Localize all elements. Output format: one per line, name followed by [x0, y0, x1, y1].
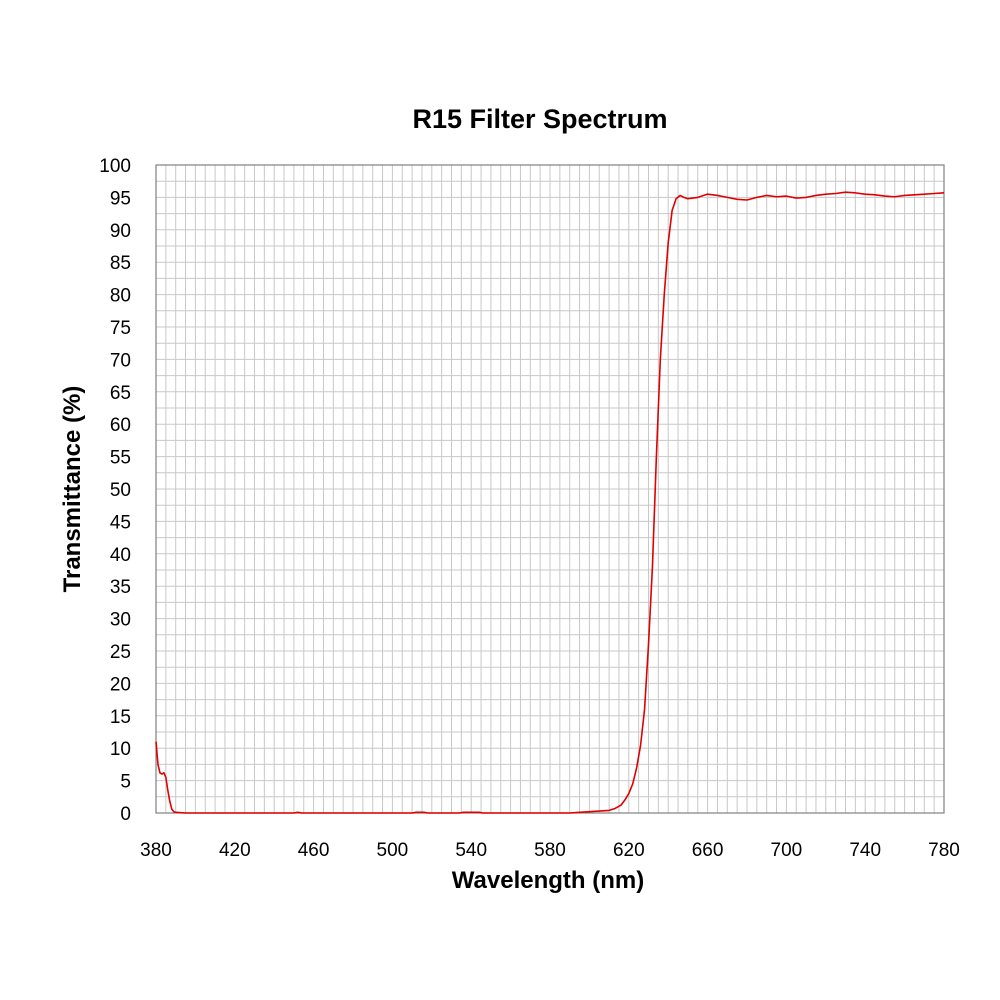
x-axis-label: Wavelength (nm)	[452, 867, 644, 894]
y-tick-label: 80	[110, 286, 131, 307]
x-tick-label: 580	[534, 840, 566, 861]
y-axis-ticks: 0 5 10 15 20 25 30 35 40 45 50 55 60 65 70 75 80 85 90 95 10…	[99, 156, 131, 825]
x-tick-label: 420	[219, 840, 251, 861]
y-tick-label: 40	[110, 545, 131, 566]
y-tick-label: 10	[110, 739, 131, 760]
y-tick-label: 50	[110, 480, 131, 501]
y-tick-label: 90	[110, 221, 131, 242]
y-tick-label: 85	[110, 253, 131, 274]
x-tick-label: 380	[140, 840, 172, 861]
grid	[156, 165, 944, 813]
y-tick-label: 25	[110, 642, 131, 663]
y-tick-label: 95	[110, 188, 131, 209]
y-tick-label: 65	[110, 383, 131, 404]
y-tick-label: 15	[110, 707, 131, 728]
y-tick-label: 75	[110, 318, 131, 339]
series	[155, 191, 945, 814]
x-tick-label: 660	[692, 840, 724, 861]
y-tick-label: 55	[110, 448, 131, 469]
y-tick-label: 20	[110, 674, 131, 695]
y-tick-label: 45	[110, 512, 131, 533]
x-tick-label: 500	[377, 840, 409, 861]
x-tick-label: 740	[849, 840, 881, 861]
x-tick-label: 460	[298, 840, 330, 861]
y-tick-label: 0	[120, 804, 131, 825]
x-tick-label: 540	[455, 840, 487, 861]
y-tick-label: 5	[120, 772, 131, 793]
x-tick-label: 780	[928, 840, 960, 861]
y-tick-label: 70	[110, 350, 131, 371]
x-axis-ticks: 380 420 460 500 540 580 620 660 700 740 780	[140, 840, 960, 861]
y-axis-label: Transmittance (%)	[59, 386, 86, 593]
x-tick-label: 620	[613, 840, 645, 861]
x-tick-label: 700	[771, 840, 803, 861]
y-tick-label: 30	[110, 610, 131, 631]
chart-title: R15 Filter Spectrum	[412, 104, 667, 134]
y-tick-label: 35	[110, 577, 131, 598]
y-tick-label: 100	[99, 156, 131, 177]
series-line-0	[155, 191, 945, 814]
y-tick-label: 60	[110, 415, 131, 436]
